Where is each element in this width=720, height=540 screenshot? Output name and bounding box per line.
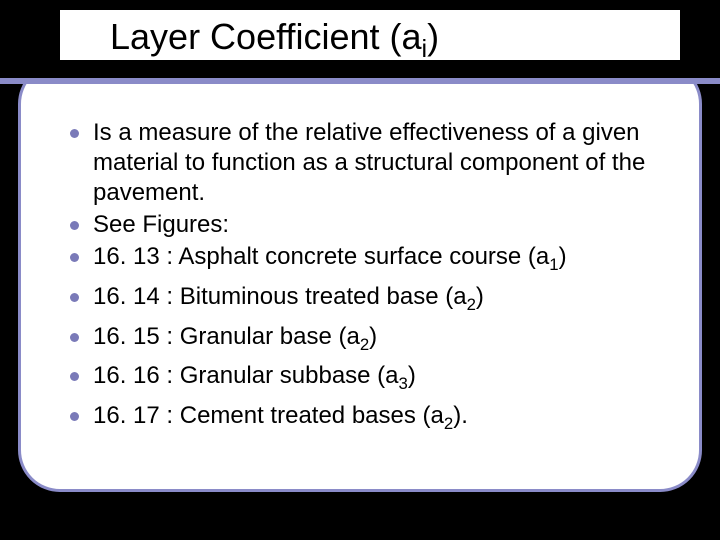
bullet-text: 16. 14 : Bituminous treated base (a2) <box>93 282 484 320</box>
slide-container: Layer Coefficient (ai) Is a measure of t… <box>0 0 720 540</box>
list-item: See Figures: <box>70 210 670 240</box>
bullet-text: 16. 13 : Asphalt concrete surface course… <box>93 242 567 280</box>
bullet-text: 16. 16 : Granular subbase (a3) <box>93 361 416 399</box>
bullet-icon <box>70 293 79 302</box>
list-item: 16. 15 : Granular base (a2) <box>70 322 670 360</box>
bullet-list: Is a measure of the relative effectivene… <box>70 118 670 441</box>
title-text-prefix: Layer Coefficient (a <box>110 16 422 57</box>
bullet-text: 16. 17 : Cement treated bases (a2). <box>93 401 468 439</box>
list-item: Is a measure of the relative effectivene… <box>70 118 670 208</box>
list-item: 16. 17 : Cement treated bases (a2). <box>70 401 670 439</box>
bullet-text: See Figures: <box>93 210 229 240</box>
list-item: 16. 13 : Asphalt concrete surface course… <box>70 242 670 280</box>
slide-title: Layer Coefficient (ai) <box>110 16 439 64</box>
bullet-text: Is a measure of the relative effectivene… <box>93 118 670 208</box>
bullet-icon <box>70 333 79 342</box>
list-item: 16. 16 : Granular subbase (a3) <box>70 361 670 399</box>
bullet-icon <box>70 372 79 381</box>
accent-line <box>0 78 720 84</box>
bullet-icon <box>70 221 79 230</box>
title-text-suffix: ) <box>427 16 439 57</box>
list-item: 16. 14 : Bituminous treated base (a2) <box>70 282 670 320</box>
bullet-icon <box>70 412 79 421</box>
bullet-icon <box>70 129 79 138</box>
bullet-icon <box>70 253 79 262</box>
bullet-text: 16. 15 : Granular base (a2) <box>93 322 377 360</box>
